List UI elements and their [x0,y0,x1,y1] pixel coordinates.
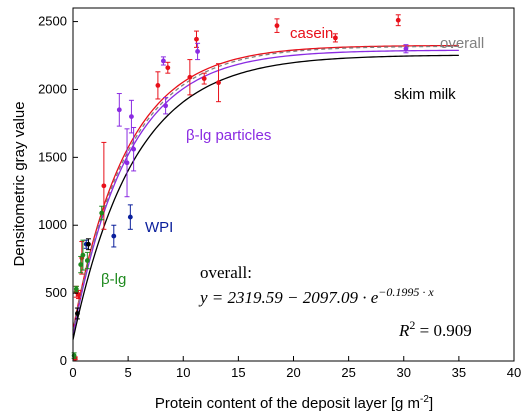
data-point-casein [201,72,207,85]
data-point-lg-particles [124,128,130,198]
data-point-casein [101,141,107,230]
wpi-label: WPI [145,219,173,236]
casein-label: casein [290,25,333,42]
data-point-casein [193,30,199,48]
r-squared: R2 = 0.909 [398,318,472,340]
fit-curve-overall [72,45,459,331]
equation-heading: overall: [200,263,252,282]
y-tick-label: 1500 [38,149,67,164]
data-point-casein [155,71,161,100]
x-tick-label: 35 [452,365,466,380]
data-point-lg [99,205,105,221]
equation-formula: y = 2319.59 − 2097.09 · e−0.1995 · x [198,285,434,307]
data-point-lg-particles [163,97,169,115]
data-point-wpi [127,204,133,230]
fit-curves [72,44,459,340]
plot-frame [72,7,515,362]
fit-curve-casein [72,44,459,331]
data-point-wpi [111,224,117,248]
fit-curve--lg-particles [72,49,459,335]
data-point-lg-particles [116,93,122,127]
data-point-casein [165,61,171,74]
y-tick-label: 1000 [38,217,67,232]
axis-ticks: 0 5 10 15 20 25 30 35 40 0 500 1000 1500 2000 2500 [38,14,521,380]
data-point-lg-particles [160,56,166,66]
data-point-skim-milk [85,238,91,251]
x-tick-label: 40 [507,365,521,380]
x-tick-label: 0 [69,365,76,380]
y-tick-label: 500 [45,285,67,300]
fit-curve-skim-milk [72,54,459,340]
x-axis-title: Protein content of the deposit layer [g … [155,394,433,412]
data-point-lg [73,285,79,293]
beta-lg-label: β-lg [101,271,126,288]
x-tick-label: 30 [397,365,411,380]
data-point-casein [79,241,85,275]
data-point-casein [187,59,193,96]
x-tick-label: 5 [125,365,132,380]
data-points [71,14,409,361]
overall-label: overall [440,35,484,52]
data-point-casein [395,14,401,27]
x-tick-label: 15 [231,365,245,380]
data-point-lg-particles [403,44,409,54]
y-tick-label: 2500 [38,14,67,29]
data-point-lg-particles [131,126,137,172]
beta-lg-particles-label: β-lg particles [186,127,271,144]
data-point-lg [84,251,90,270]
skim-milk-label: skim milk [394,86,456,103]
data-point-casein [274,18,280,33]
data-point-lg-particles [195,42,201,61]
y-tick-label: 2000 [38,81,67,96]
x-tick-label: 25 [341,365,355,380]
data-point-lg [80,239,86,271]
y-axis-title: Densitometric gray value [11,101,28,266]
x-tick-label: 10 [176,365,190,380]
data-point-casein [332,33,338,43]
y-tick-label: 0 [60,353,67,368]
data-point-skim-milk [74,307,80,320]
data-point-casein [216,63,222,103]
x-tick-label: 20 [286,365,300,380]
